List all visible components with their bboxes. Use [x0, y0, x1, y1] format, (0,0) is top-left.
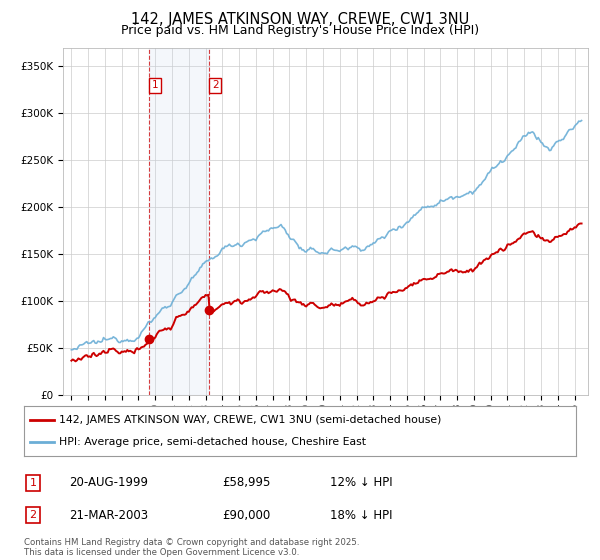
Text: 1: 1 [29, 478, 37, 488]
Text: £58,995: £58,995 [222, 476, 271, 489]
Text: 2: 2 [212, 81, 218, 91]
Text: 20-AUG-1999: 20-AUG-1999 [69, 476, 148, 489]
Bar [149, 48, 209, 395]
Text: Price paid vs. HM Land Registry's House Price Index (HPI): Price paid vs. HM Land Registry's House … [121, 24, 479, 37]
Text: 21-MAR-2003: 21-MAR-2003 [69, 508, 148, 522]
Text: HPI: Average price, semi-detached house, Cheshire East: HPI: Average price, semi-detached house,… [59, 437, 366, 447]
Text: Contains HM Land Registry data © Crown copyright and database right 2025.
This d: Contains HM Land Registry data © Crown c… [24, 538, 359, 557]
Text: £90,000: £90,000 [222, 508, 270, 522]
Text: 142, JAMES ATKINSON WAY, CREWE, CW1 3NU: 142, JAMES ATKINSON WAY, CREWE, CW1 3NU [131, 12, 469, 27]
Text: 18% ↓ HPI: 18% ↓ HPI [330, 508, 392, 522]
Text: 142, JAMES ATKINSON WAY, CREWE, CW1 3NU (semi-detached house): 142, JAMES ATKINSON WAY, CREWE, CW1 3NU … [59, 415, 441, 425]
Text: 1: 1 [152, 81, 158, 91]
Text: 12% ↓ HPI: 12% ↓ HPI [330, 476, 392, 489]
Text: 2: 2 [29, 510, 37, 520]
